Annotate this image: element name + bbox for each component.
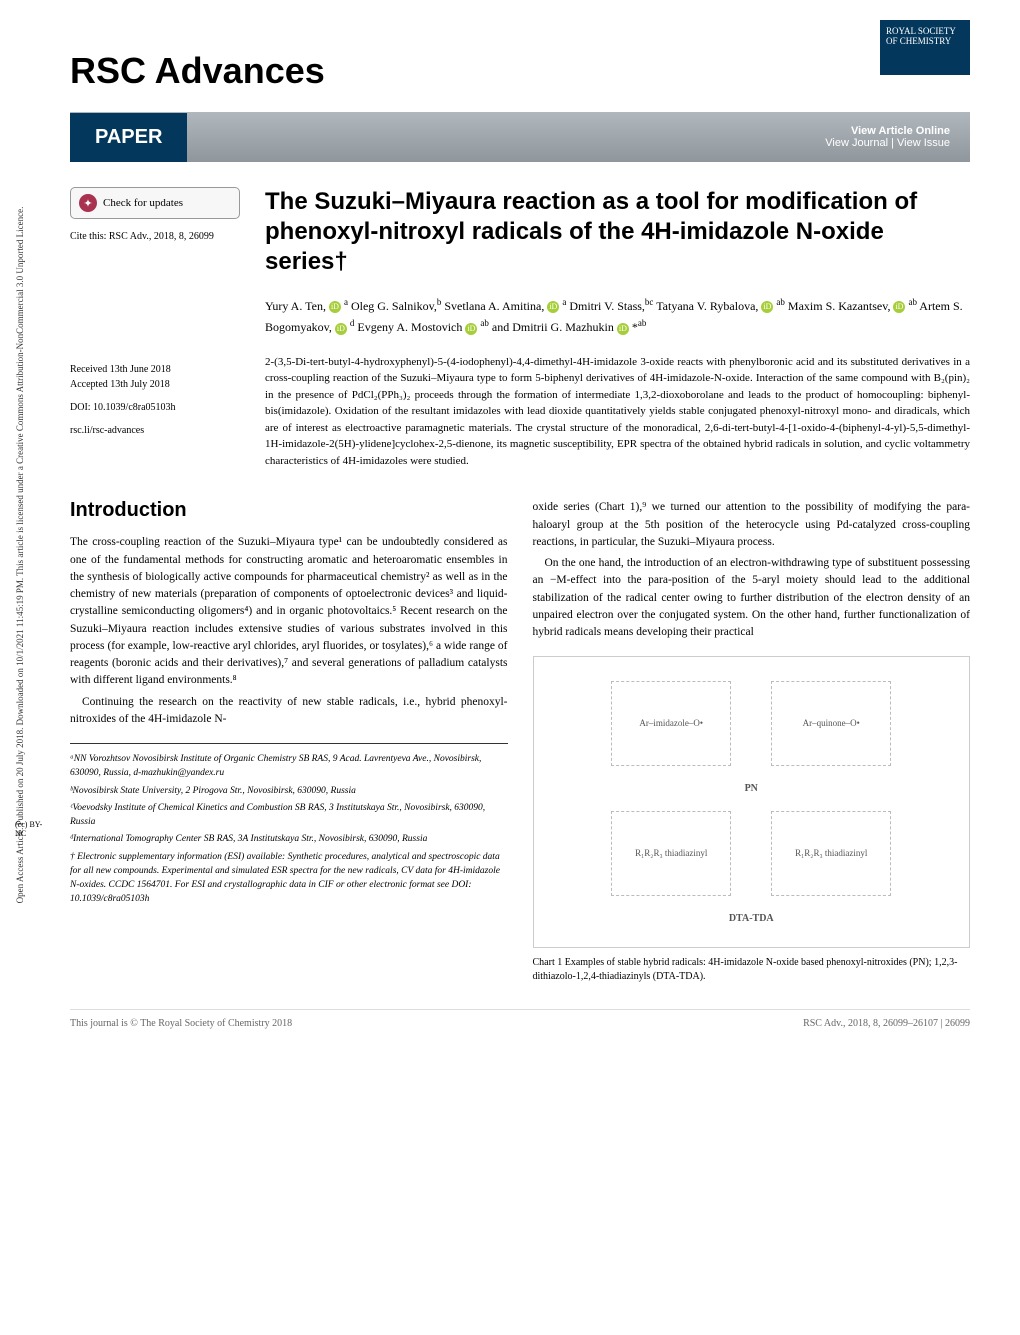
view-article-link[interactable]: View Article Online [825,125,950,137]
right-article-column: The Suzuki–Miyaura reaction as a tool fo… [265,187,970,469]
orcid-icon[interactable]: iD [761,301,773,313]
page-citation: RSC Adv., 2018, 8, 26099–26107 | 26099 [803,1018,970,1029]
journal-link[interactable]: rsc.li/rsc-advances [70,423,240,438]
orcid-icon[interactable]: iD [547,301,559,313]
crossmark-icon: ✦ [79,194,97,212]
intro-right-p2: On the one hand, the introduction of an … [533,555,971,641]
affil-c: ᶜVoevodsky Institute of Chemical Kinetic… [70,801,508,830]
intro-body-right: oxide series (Chart 1),⁹ we turned our a… [533,499,971,641]
molecule-pn-left: Ar–imidazole–O• [611,681,731,766]
check-updates-button[interactable]: ✦ Check for updates [70,187,240,219]
chart-1: Ar–imidazole–O• Ar–quinone–O• PN R₁R₂R₃ … [533,656,971,948]
esi-note: † Electronic supplementary information (… [70,850,508,907]
affiliations-block: ᵃNN Vorozhtsov Novosibirsk Institute of … [70,743,508,907]
intro-left-column: Introduction The cross-coupling reaction… [70,499,508,984]
cc-icon: (cc) [15,820,27,829]
cc-badge: (cc) BY-NC [15,820,45,838]
chart-caption: Chart 1 Examples of stable hybrid radica… [533,956,971,984]
view-links[interactable]: View Article Online View Journal | View … [825,125,950,149]
copyright-text: This journal is © The Royal Society of C… [70,1018,292,1029]
dta-label: DTA-TDA [729,913,774,924]
publisher-logo: ROYAL SOCIETY OF CHEMISTRY [880,20,970,75]
authors-list: Yury A. Ten, iD a Oleg G. Salnikov,b Sve… [265,295,970,338]
affil-a: ᵃNN Vorozhtsov Novosibirsk Institute of … [70,752,508,781]
left-meta-column: ✦ Check for updates Cite this: RSC Adv.,… [70,187,240,469]
rsc-logo-text: ROYAL SOCIETY OF CHEMISTRY [880,20,970,75]
page-footer: This journal is © The Royal Society of C… [70,1009,970,1029]
orcid-icon[interactable]: iD [465,323,477,335]
journal-title: RSC Advances [70,50,970,92]
intro-p2: Continuing the research on the reactivit… [70,694,508,729]
check-updates-label: Check for updates [103,197,183,209]
molecule-dta-right: R₁R₂R₃ thiadiazinyl [771,811,891,896]
doi: DOI: 10.1039/c8ra05103h [70,400,240,415]
paper-type-label: PAPER [70,113,187,162]
molecule-pn-right: Ar–quinone–O• [771,681,891,766]
intro-body-left: The cross-coupling reaction of the Suzuk… [70,534,508,728]
chart-structures: Ar–imidazole–O• Ar–quinone–O• PN R₁R₂R₃ … [549,672,955,932]
article-title: The Suzuki–Miyaura reaction as a tool fo… [265,187,970,277]
abstract-text: 2-(3,5-Di-tert-butyl-4-hydroxyphenyl)-5-… [265,354,970,470]
affil-b: ᵇNovosibirsk State University, 2 Pirogov… [70,784,508,798]
orcid-icon[interactable]: iD [893,301,905,313]
intro-right-column: oxide series (Chart 1),⁹ we turned our a… [533,499,971,984]
citation-line: Cite this: RSC Adv., 2018, 8, 26099 [70,231,240,242]
intro-right-p1: oxide series (Chart 1),⁹ we turned our a… [533,499,971,551]
intro-p1: The cross-coupling reaction of the Suzuk… [70,534,508,689]
license-sidebar: Open Access Article. Published on 20 Jul… [15,207,25,904]
orcid-icon[interactable]: iD [335,323,347,335]
view-journal-link[interactable]: View Journal | View Issue [825,137,950,149]
orcid-icon[interactable]: iD [617,323,629,335]
introduction-heading: Introduction [70,499,508,522]
received-date: Received 13th June 2018 [70,362,240,377]
paper-bar: PAPER View Article Online View Journal |… [70,112,970,162]
molecule-dta-left: R₁R₂R₃ thiadiazinyl [611,811,731,896]
affil-d: ᵈInternational Tomography Center SB RAS,… [70,832,508,846]
accepted-date: Accepted 13th July 2018 [70,377,240,392]
pn-label: PN [745,783,758,794]
dates-block: Received 13th June 2018 Accepted 13th Ju… [70,362,240,438]
orcid-icon[interactable]: iD [329,301,341,313]
